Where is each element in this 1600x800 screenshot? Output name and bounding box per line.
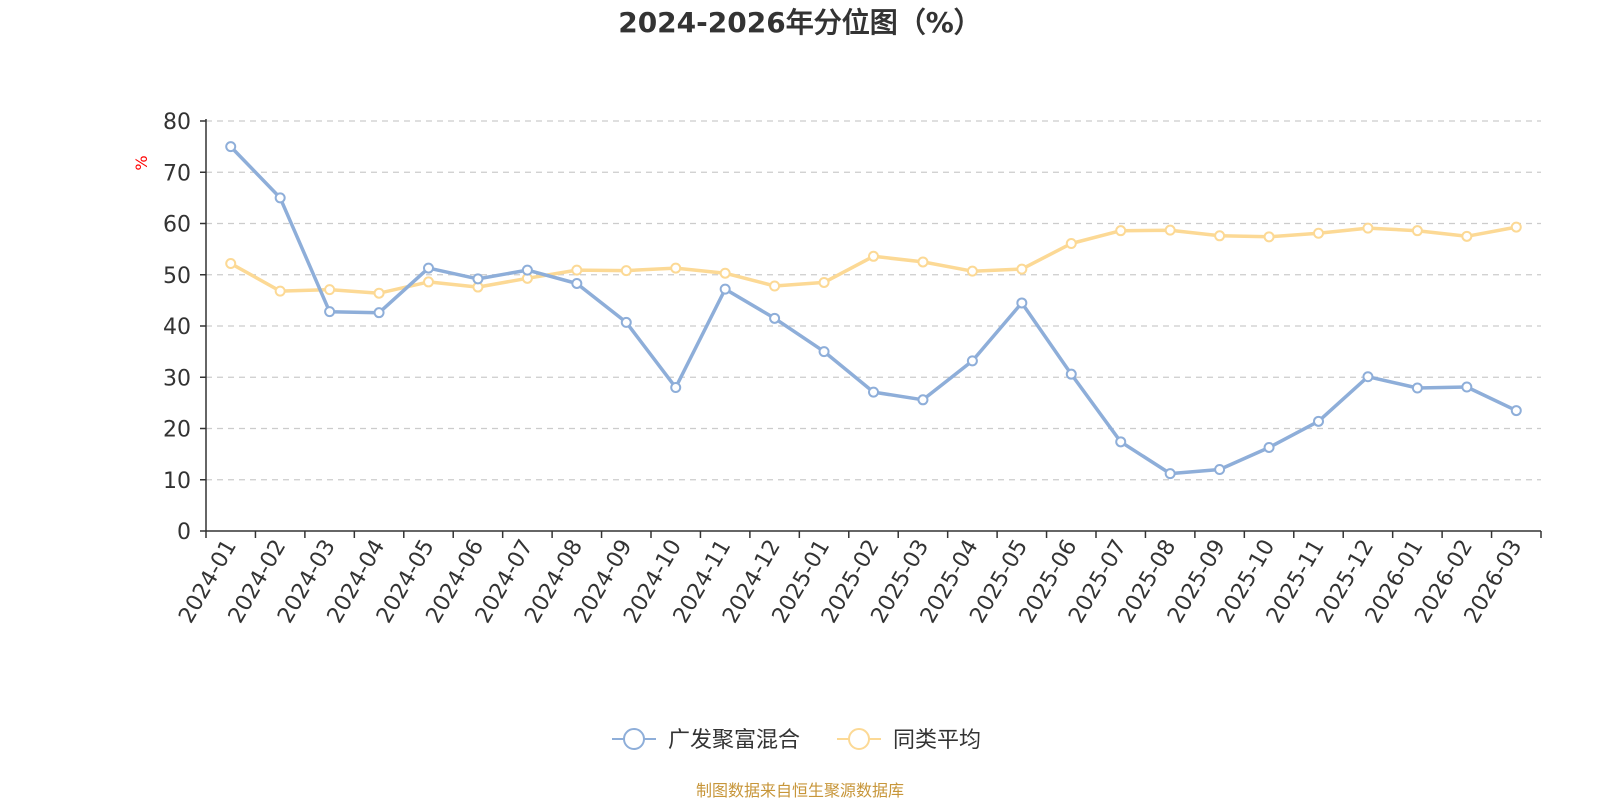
data-point [1461, 230, 1473, 242]
data-point [1362, 222, 1374, 234]
y-tick-label: 20 [163, 418, 191, 443]
chart-title: 2024-2026年分位图（%） [618, 6, 982, 39]
legend: 广发聚富混合 同类平均 [612, 728, 981, 753]
series-line-0 [228, 144, 1519, 476]
legend-marker-fund [623, 728, 645, 750]
data-point [571, 264, 583, 276]
data-point [1313, 227, 1324, 239]
y-tick-label: 0 [177, 520, 191, 545]
data-point [917, 256, 929, 268]
series-layer [225, 141, 1522, 480]
data-point [472, 273, 484, 285]
data-point [868, 250, 879, 262]
data-point [670, 382, 682, 393]
data-point [966, 355, 978, 367]
data-point [818, 346, 830, 358]
source-note: 制图数据来自恒生聚源数据库 [696, 781, 904, 800]
data-point [373, 307, 385, 319]
data-point [1411, 382, 1423, 394]
axes [205, 119, 1541, 532]
data-point [1164, 224, 1176, 236]
legend-marker-average [848, 728, 870, 750]
y-axis-ticks: 0 10 20 30 40 50 60 70 80 [163, 110, 206, 545]
y-tick-label: 50 [163, 264, 191, 289]
data-point [769, 280, 781, 292]
data-point [274, 285, 286, 297]
data-point [917, 394, 929, 406]
gridlines [206, 120, 1541, 481]
data-point [423, 262, 434, 274]
data-point [818, 276, 830, 288]
data-point [1313, 415, 1324, 427]
data-point [1065, 237, 1077, 249]
data-point [1411, 225, 1423, 237]
data-point [1065, 368, 1077, 380]
data-point [225, 141, 237, 153]
data-point [324, 306, 336, 318]
data-point [620, 265, 632, 277]
data-point [670, 262, 682, 274]
data-point [423, 276, 434, 288]
legend-item-fund[interactable]: 广发聚富混合 [612, 728, 800, 753]
data-point [1115, 436, 1127, 448]
data-point [1461, 381, 1473, 393]
data-point [373, 287, 385, 299]
y-tick-label: 80 [163, 110, 191, 135]
y-tick-label: 60 [163, 213, 191, 238]
data-point [1510, 221, 1522, 233]
data-point [1016, 297, 1028, 309]
data-point [1164, 468, 1176, 480]
data-point [1263, 231, 1275, 243]
data-point [966, 265, 978, 277]
data-point [1016, 263, 1028, 275]
data-point [225, 257, 237, 269]
data-point [521, 264, 533, 276]
data-point [719, 283, 731, 295]
data-point [324, 284, 336, 296]
x-axis-ticks: 2024-012024-022024-032024-042024-052024-… [174, 531, 1542, 628]
y-tick-label: 30 [163, 366, 191, 391]
data-point [274, 192, 286, 204]
data-point [1510, 405, 1522, 417]
legend-label-fund: 广发聚富混合 [668, 728, 800, 753]
data-point [868, 386, 879, 398]
legend-item-average[interactable]: 同类平均 [837, 728, 981, 753]
y-tick-label: 10 [163, 469, 191, 494]
y-axis-label: % [132, 155, 151, 170]
data-point [1115, 225, 1127, 237]
data-point [1263, 441, 1275, 453]
data-point [1214, 230, 1226, 242]
data-point [769, 312, 781, 324]
y-tick-label: 40 [163, 315, 191, 340]
y-tick-label: 70 [163, 161, 191, 186]
data-point [571, 277, 583, 289]
legend-label-average: 同类平均 [893, 728, 981, 753]
data-point [620, 316, 632, 328]
data-point [1214, 464, 1226, 475]
data-point [719, 267, 731, 279]
data-point [1362, 371, 1374, 383]
